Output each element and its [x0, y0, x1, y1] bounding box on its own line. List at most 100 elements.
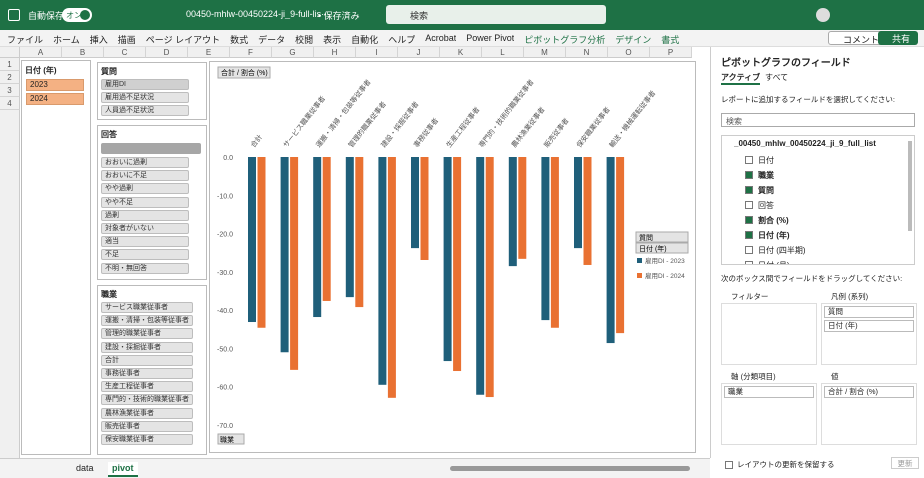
menu-tab[interactable]: ホーム: [53, 35, 80, 45]
column-header[interactable]: M: [524, 47, 566, 58]
menu-tab[interactable]: 自動化: [351, 35, 379, 45]
slicer-item[interactable]: 保安職業従事者: [101, 434, 193, 445]
slicer-item[interactable]: 過剰: [101, 209, 189, 221]
area-box: [721, 303, 817, 365]
column-header[interactable]: J: [398, 47, 440, 58]
area-item[interactable]: 日付 (年): [824, 320, 914, 332]
field-label[interactable]: 日付 (年): [758, 231, 790, 240]
pane-tab[interactable]: すべて: [765, 73, 789, 82]
checkbox[interactable]: [745, 216, 753, 224]
checkbox[interactable]: [745, 186, 753, 194]
x-tick-label: 輸送・機械運転従事者: [607, 89, 657, 150]
checkbox[interactable]: [745, 171, 753, 179]
column-header[interactable]: K: [440, 47, 482, 58]
row-header[interactable]: 1: [0, 58, 20, 71]
slicer-item[interactable]: 2023: [26, 79, 84, 91]
sheet-tab[interactable]: data: [76, 463, 94, 473]
field-label[interactable]: 職業: [758, 171, 774, 180]
slicer-item[interactable]: 適当: [101, 236, 189, 248]
file-name[interactable]: 00450-mhlw-00450224-ji_9-full-lis···: [186, 9, 331, 19]
slicer-item[interactable]: サービス職業従事者: [101, 302, 193, 313]
slicer-item[interactable]: 人員過不足状況: [101, 105, 189, 116]
column-header[interactable]: I: [356, 47, 398, 58]
menu-tab[interactable]: Acrobat: [425, 33, 457, 43]
field-label[interactable]: 回答: [758, 201, 774, 210]
slicer-item[interactable]: 運搬・清掃・包装等従事者: [101, 315, 193, 327]
column-header[interactable]: O: [608, 47, 650, 58]
slicer-item[interactable]: 販売従事者: [101, 420, 193, 432]
column-header[interactable]: A: [20, 47, 62, 58]
checkbox[interactable]: [745, 156, 753, 164]
legend-label: 雇用DI - 2024: [645, 271, 685, 280]
slicer-item-blank[interactable]: [101, 143, 201, 154]
menu-tab[interactable]: ヘルプ: [388, 35, 416, 45]
comment-button[interactable]: コメント: [828, 31, 887, 45]
column-header[interactable]: E: [188, 47, 230, 58]
checkbox[interactable]: [745, 201, 753, 209]
slicer-item[interactable]: 専門的・技術的職業従事者: [101, 394, 193, 406]
menu-tab[interactable]: 描画: [117, 35, 136, 45]
pane-title: ピボットグラフのフィールド: [721, 58, 851, 69]
pivot-chart: 合計 / 割合 (%) 0.0 -10.0 -20.0 -30.0 -40.0 -50.0 -…: [209, 61, 696, 453]
field-label[interactable]: 日付 (月): [758, 260, 790, 264]
slicer-item[interactable]: 不明・無回答: [101, 262, 189, 274]
menu-tab[interactable]: ページ レイアウト: [145, 35, 221, 45]
sheet-tab[interactable]: pivot: [108, 462, 138, 477]
area-item[interactable]: 職業: [724, 386, 814, 398]
slicer-item[interactable]: 合計: [101, 354, 193, 366]
field-search[interactable]: 検索: [721, 113, 915, 127]
slicer-item[interactable]: 管理的職業従事者: [101, 328, 193, 340]
context-tab[interactable]: 書式: [661, 35, 680, 45]
column-header[interactable]: B: [62, 47, 104, 58]
field-label[interactable]: 割合 (%): [758, 216, 789, 225]
menu-tab[interactable]: 校閲: [295, 35, 314, 45]
checkbox[interactable]: [745, 231, 753, 239]
slicer-item[interactable]: 雇用DI: [101, 79, 189, 90]
defer-checkbox[interactable]: [725, 461, 733, 469]
slicer-item[interactable]: 農林漁業従事者: [101, 407, 193, 419]
field-label[interactable]: 日付: [758, 156, 774, 165]
update-button[interactable]: 更新: [891, 457, 919, 469]
slicer-item[interactable]: 対象者がいない: [101, 223, 189, 234]
area-item[interactable]: 質問: [824, 306, 914, 318]
menu-tab[interactable]: データ: [258, 35, 286, 45]
context-tab[interactable]: ピボットグラフ分析: [524, 35, 606, 45]
column-header[interactable]: L: [482, 47, 524, 58]
column-header[interactable]: G: [272, 47, 314, 58]
slicer-item[interactable]: 不足: [101, 249, 189, 261]
menu-tab[interactable]: ファイル: [7, 35, 44, 45]
area-box: 質問日付 (年): [821, 303, 917, 365]
slicer-item[interactable]: 2024: [26, 93, 84, 105]
column-header[interactable]: D: [146, 47, 188, 58]
slicer-item[interactable]: 建設・採掘従事者: [101, 341, 193, 353]
slicer-item[interactable]: おおいに過剰: [101, 157, 189, 168]
area-item[interactable]: 合計 / 割合 (%): [824, 386, 914, 398]
column-header[interactable]: N: [566, 47, 608, 58]
menu-tab[interactable]: 表示: [323, 35, 342, 45]
menu-tab[interactable]: 数式: [230, 35, 249, 45]
menu-tab[interactable]: Power Pivot: [466, 33, 515, 43]
column-header[interactable]: F: [230, 47, 272, 58]
context-tab[interactable]: デザイン: [615, 35, 652, 45]
slicer-item[interactable]: やや不足: [101, 196, 189, 208]
checkbox[interactable]: [745, 246, 753, 254]
slicer-item[interactable]: 雇用過不足状況: [101, 92, 189, 103]
slicer-item[interactable]: 生産工程従事者: [101, 381, 193, 393]
column-header[interactable]: P: [650, 47, 692, 58]
row-header[interactable]: 4: [0, 97, 20, 110]
share-button[interactable]: 共有: [878, 31, 919, 45]
field-label[interactable]: 日付 (四半期): [758, 246, 806, 255]
slicer-item[interactable]: 事務従事者: [101, 368, 193, 379]
row-header[interactable]: 2: [0, 71, 20, 84]
slicer-item[interactable]: おおいに不足: [101, 170, 189, 182]
column-header[interactable]: C: [104, 47, 146, 58]
row-header[interactable]: 3: [0, 84, 20, 97]
slicer-item[interactable]: やや過剰: [101, 183, 189, 195]
checkbox[interactable]: [745, 261, 753, 264]
legend-field-button: 質問: [639, 233, 653, 242]
menu-tab[interactable]: 挿入: [89, 35, 108, 45]
pane-tab[interactable]: アクティブ: [721, 72, 761, 85]
search-box[interactable]: 検索: [386, 5, 606, 24]
field-label[interactable]: 質問: [758, 186, 774, 195]
column-header[interactable]: H: [314, 47, 356, 58]
